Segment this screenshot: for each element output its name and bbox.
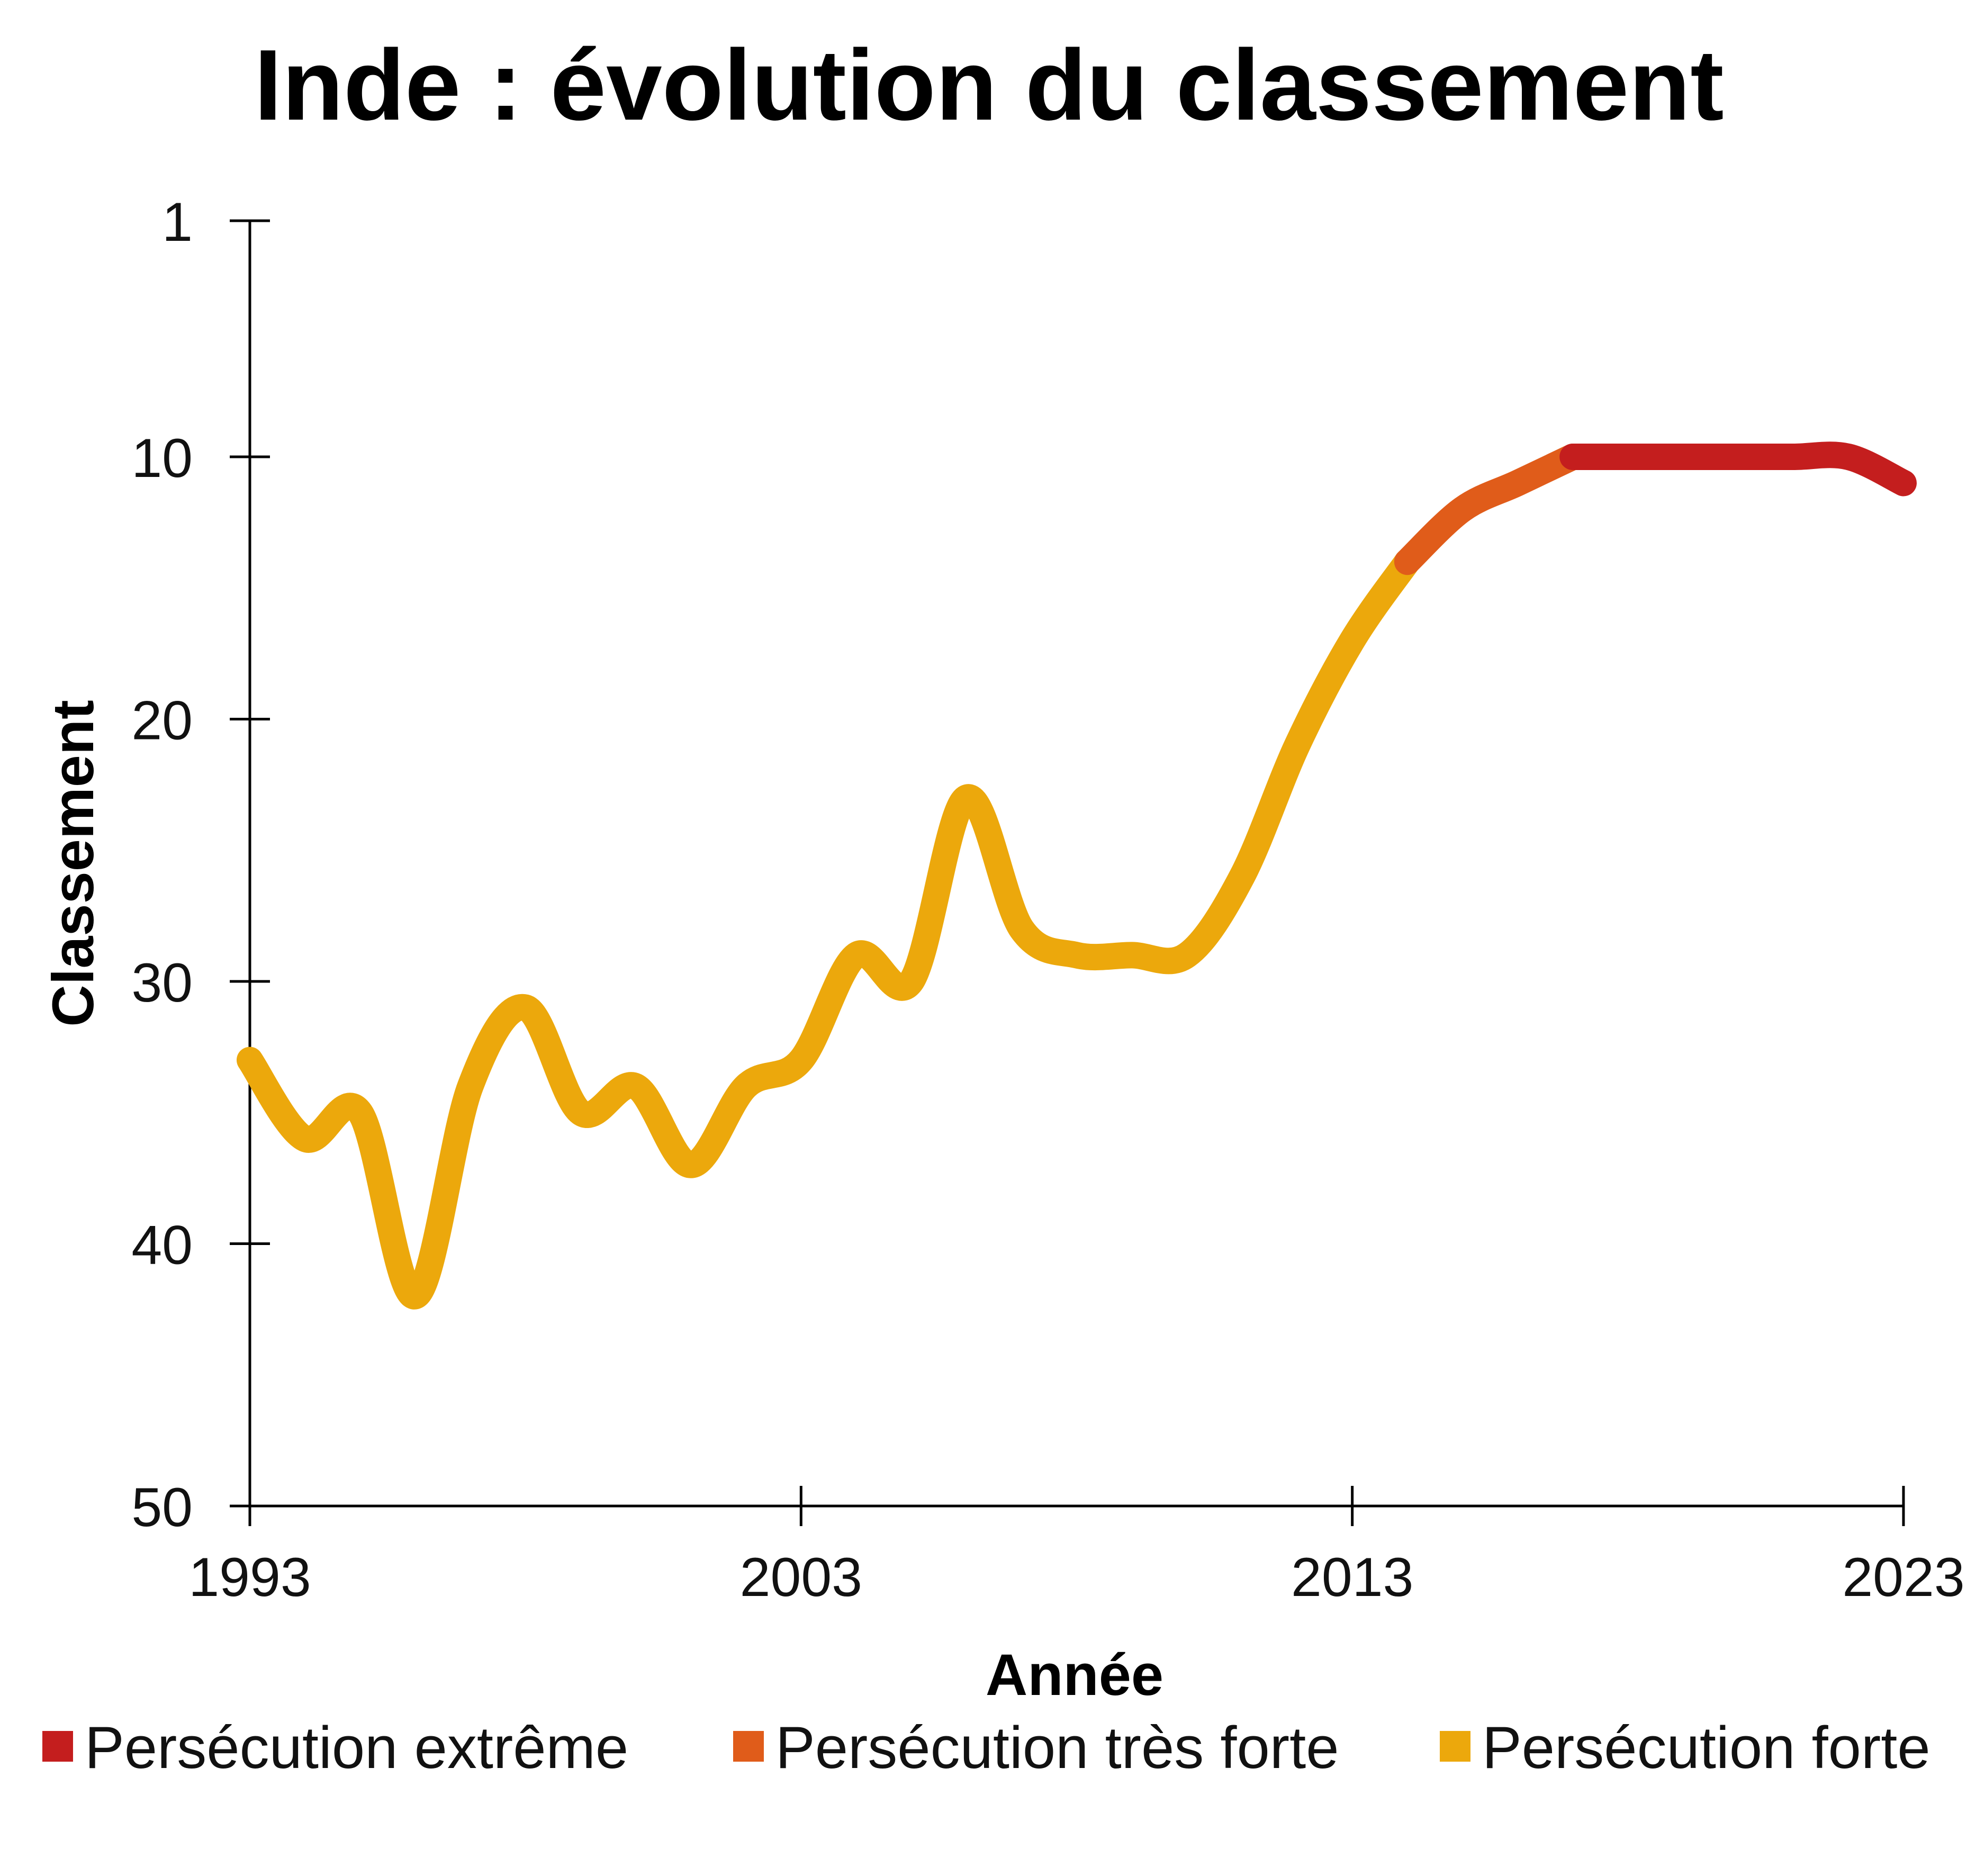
legend-label-0: Persécution extrême	[85, 1715, 628, 1781]
y-tick-label: 10	[131, 428, 193, 489]
plot-area	[237, 441, 1917, 1310]
chart-title: Inde : évolution du classement	[254, 29, 1724, 141]
legend-label-2: Persécution forte	[1482, 1715, 1930, 1781]
y-tick-label: 50	[131, 1477, 193, 1538]
x-tick-label: 2003	[740, 1547, 862, 1608]
legend-swatch-1	[733, 1731, 764, 1762]
y-tick-label: 30	[131, 952, 193, 1014]
series-line-0	[1559, 441, 1917, 497]
x-axis-title: Année	[986, 1643, 1163, 1708]
y-tick-label: 1	[162, 192, 193, 253]
legend-swatch-2	[1440, 1731, 1470, 1762]
x-tick-label: 2013	[1291, 1547, 1413, 1608]
series-line-2	[237, 548, 1421, 1310]
y-axis-title: Classement	[41, 700, 106, 1027]
y-tick-label: 20	[131, 690, 193, 751]
x-tick-label: 1993	[188, 1547, 311, 1608]
legend-label-1: Persécution très forte	[775, 1715, 1339, 1781]
series-line-1	[1394, 444, 1586, 575]
legend: Persécution extrême Persécution très fort…	[42, 1715, 1930, 1781]
x-tick-label: 2023	[1842, 1547, 1964, 1608]
legend-swatch-0	[42, 1731, 73, 1762]
y-axis: 1 10 20 30 40 50	[131, 192, 270, 1538]
x-axis: 1993 2003 2013 2023	[188, 1486, 1965, 1608]
y-tick-label: 40	[131, 1214, 193, 1276]
